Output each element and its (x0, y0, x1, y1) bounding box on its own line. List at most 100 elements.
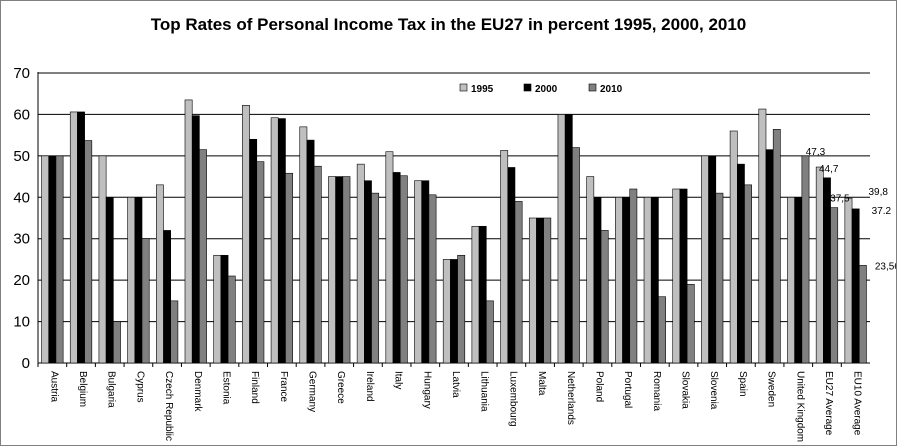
bar-eu10-average-2010 (858, 265, 867, 364)
bar-lithuania-2000 (478, 225, 487, 364)
y-tick-label-10: 10 (13, 314, 30, 331)
x-tick-label-austria: Austria (48, 371, 59, 403)
x-tick-label-cyprus: Cyprus (134, 371, 145, 403)
bar-sweden-1995 (758, 108, 767, 364)
x-tick-label-finland: Finland (249, 371, 260, 404)
data-label-eu10-average-2000: 37.2 (872, 206, 892, 217)
bar-slovenia-2000 (708, 155, 717, 364)
bar-latvia-2000 (450, 259, 458, 364)
bar-belgium-1995 (69, 111, 78, 364)
x-tick-label-malta: Malta (536, 371, 547, 396)
bar-france-2010 (285, 172, 293, 364)
x-tick-label-netherlands: Netherlands (565, 371, 576, 425)
bar-netherlands-2010 (572, 147, 580, 364)
bar-denmark-2000 (191, 115, 200, 364)
bar-france-1995 (270, 117, 279, 364)
x-tick-label-denmark: Denmark (192, 371, 203, 413)
x-tick-label-hungary: Hungary (421, 371, 432, 409)
x-tick-label-eu10-average: EU10 Average (852, 371, 863, 436)
bar-finland-2000 (249, 138, 258, 364)
bar-italy-2010 (399, 175, 408, 364)
bar-sweden-2010 (772, 129, 781, 364)
bar-poland-2010 (600, 230, 609, 364)
bar-bulgaria-2010 (113, 321, 121, 364)
bar-germany-1995 (299, 126, 308, 364)
bar-united-kingdom-2010 (801, 155, 810, 364)
y-tick-label-20: 20 (13, 272, 30, 289)
bar-luxembourg-2010 (514, 201, 523, 364)
x-tick-label-ireland: Ireland (364, 371, 375, 402)
bar-latvia-1995 (442, 259, 451, 364)
bar-eu10-average-1995 (844, 197, 853, 364)
x-tick-label-portugal: Portugal (622, 371, 633, 408)
legend-swatch-2010 (588, 83, 597, 92)
legend-label-2010: 2010 (600, 84, 623, 95)
bar-spain-2010 (744, 184, 752, 364)
bar-eu10-average-2000 (851, 208, 860, 364)
bar-bulgaria-1995 (98, 155, 107, 364)
bar-italy-2000 (392, 172, 401, 364)
x-tick-label-bulgaria: Bulgaria (106, 371, 117, 408)
legend-label-1995: 1995 (471, 84, 494, 95)
bar-finland-1995 (242, 105, 250, 364)
bar-poland-1995 (586, 176, 595, 364)
bar-cyprus-2000 (134, 196, 143, 364)
bar-slovenia-2010 (715, 192, 724, 364)
x-tick-label-italy: Italy (393, 371, 404, 389)
bar-slovakia-2000 (679, 188, 688, 364)
bar-malta-1995 (528, 217, 537, 364)
bar-estonia-2000 (220, 254, 229, 364)
bar-malta-2010 (543, 217, 552, 364)
bar-romania-1995 (643, 196, 652, 364)
x-tick-label-estonia: Estonia (220, 371, 231, 405)
data-label-eu27-average-1995: 47,3 (806, 147, 826, 158)
bar-belgium-2010 (84, 140, 93, 364)
bar-denmark-2010 (199, 149, 207, 364)
x-tick-label-poland: Poland (593, 371, 604, 402)
bar-malta-2000 (536, 217, 544, 364)
bar-united-kingdom-1995 (787, 196, 795, 364)
bar-cyprus-1995 (127, 196, 136, 364)
bar-luxembourg-2000 (507, 167, 516, 364)
x-tick-label-greece: Greece (335, 371, 346, 404)
bar-netherlands-2000 (564, 114, 573, 364)
bar-eu27-average-1995 (815, 166, 824, 364)
bar-united-kingdom-2000 (794, 196, 803, 364)
x-tick-label-eu27-average: EU27 Average (823, 371, 834, 436)
x-tick-label-sweden: Sweden (766, 371, 777, 407)
x-tick-label-lithuania: Lithuania (479, 371, 490, 412)
x-tick-label-slovakia: Slovakia (680, 371, 691, 409)
data-label-eu10-average-2010: 23,56 (875, 261, 896, 272)
bar-romania-2010 (658, 296, 666, 364)
y-tick-label-0: 0 (22, 355, 30, 372)
chart-title: Top Rates of Personal Income Tax in the … (150, 15, 747, 34)
x-tick-label-slovenia: Slovenia (708, 371, 719, 410)
y-tick-label-50: 50 (13, 148, 30, 165)
bar-spain-1995 (729, 130, 738, 364)
data-label-eu10-average-1995: 39,8 (868, 187, 888, 198)
bar-spain-2000 (736, 163, 745, 364)
bar-portugal-2010 (629, 188, 638, 364)
data-label-eu27-average-2000: 44,7 (819, 164, 839, 175)
bar-austria-1995 (41, 155, 50, 364)
bar-lithuania-2010 (485, 300, 494, 364)
bar-lithuania-1995 (471, 225, 480, 364)
bar-romania-2000 (650, 196, 659, 364)
legend-swatch-2000 (523, 83, 532, 92)
bar-germany-2010 (313, 165, 322, 364)
bar-bulgaria-2000 (105, 196, 114, 364)
x-tick-label-belgium: Belgium (77, 371, 88, 407)
bar-sweden-2000 (765, 149, 774, 364)
bar-finland-2010 (256, 161, 265, 364)
bar-slovakia-1995 (672, 188, 681, 364)
bar-latvia-2010 (457, 254, 466, 364)
bar-germany-2000 (306, 139, 315, 364)
x-tick-label-romania: Romania (651, 371, 662, 411)
bar-italy-1995 (385, 151, 394, 364)
bar-eu27-average-2010 (830, 207, 839, 364)
bar-estonia-2010 (227, 275, 236, 364)
bar-czech-republic-1995 (156, 184, 164, 364)
bar-austria-2000 (48, 155, 57, 364)
bar-portugal-2000 (622, 196, 631, 364)
